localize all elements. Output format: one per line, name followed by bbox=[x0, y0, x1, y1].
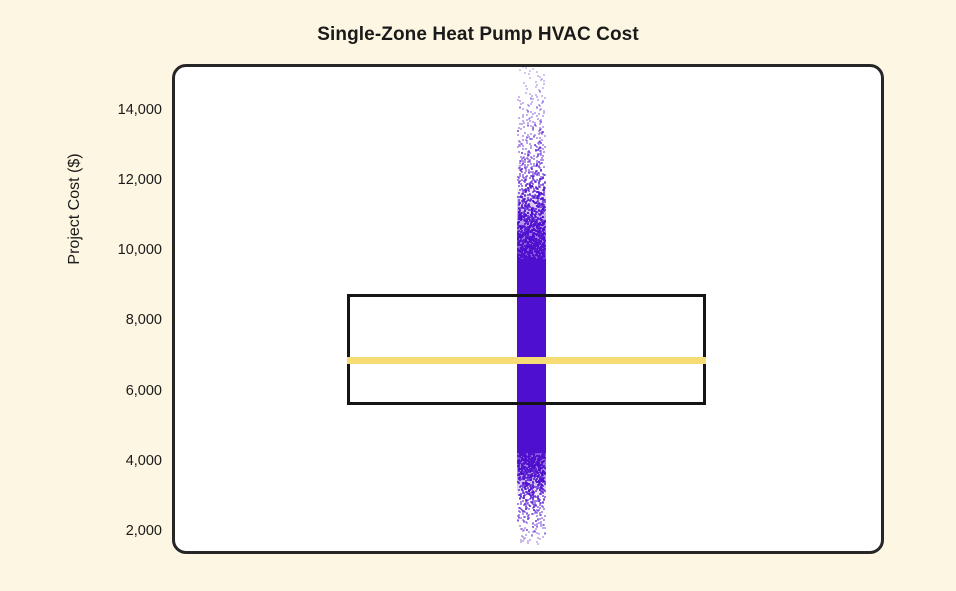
y-tick-label: 2,000 bbox=[125, 523, 162, 540]
y-tick-label: 12,000 bbox=[117, 171, 162, 188]
y-axis-tick-labels: 14,000 12,000 10,000 8,000 6,000 4,000 2,000 bbox=[80, 0, 162, 591]
plot-area-clip bbox=[175, 67, 881, 551]
y-tick-label: 8,000 bbox=[125, 312, 162, 329]
y-tick-label: 4,000 bbox=[125, 452, 162, 469]
y-tick-label: 10,000 bbox=[117, 242, 162, 259]
interquartile-range-box bbox=[347, 294, 706, 405]
y-tick-label: 6,000 bbox=[125, 382, 162, 399]
strip-plot-series bbox=[517, 67, 546, 545]
y-tick-label: 14,000 bbox=[117, 101, 162, 118]
plot-area-frame bbox=[172, 64, 884, 554]
strip-plot-points bbox=[517, 67, 546, 545]
median-line bbox=[347, 357, 706, 364]
chart-title: Single-Zone Heat Pump HVAC Cost bbox=[317, 24, 639, 45]
